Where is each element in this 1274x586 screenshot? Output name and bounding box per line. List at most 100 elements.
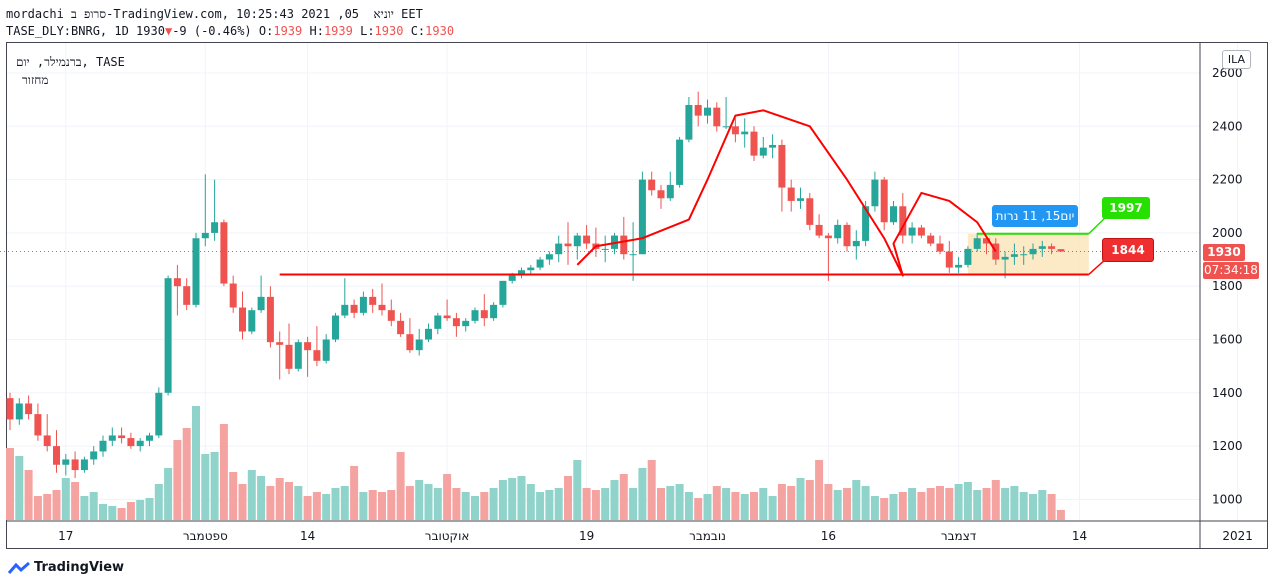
- volume-legend[interactable]: מחזור: [22, 73, 49, 87]
- candle-body: [536, 259, 544, 268]
- volume-bar: [89, 492, 98, 520]
- volume-bar: [1001, 488, 1010, 520]
- candle-body: [704, 107, 711, 116]
- candle-body: [545, 254, 553, 260]
- x-tick-label: נובמבר: [689, 529, 726, 543]
- candle-body: [397, 320, 405, 335]
- candle-body: [815, 224, 823, 236]
- support-callout[interactable]: 1844: [1102, 238, 1154, 262]
- volume-bar: [136, 500, 145, 520]
- candle-body: [573, 235, 581, 247]
- volume-bar: [6, 448, 14, 520]
- candle-body: [1020, 254, 1028, 256]
- down-arrow-icon: ▼: [164, 24, 173, 38]
- symbol-legend[interactable]: ברנמילר, יום, TASE: [16, 55, 125, 69]
- candle-body: [927, 235, 935, 244]
- volume-bar: [480, 492, 489, 520]
- volume-bar: [564, 476, 572, 520]
- candle-body: [917, 227, 925, 236]
- ohlc-line: TASE_DLY:BNRG, 1D 1930▼-9 (-0.46%) O:193…: [6, 24, 454, 39]
- volume-bar: [684, 492, 693, 520]
- candle-body: [527, 267, 535, 271]
- y-tick-label: 1800: [1212, 279, 1243, 293]
- y-tick-label: 2200: [1212, 173, 1243, 187]
- volume-bar: [824, 484, 833, 520]
- volume-bar: [740, 494, 749, 520]
- candle-body: [480, 310, 488, 319]
- candle-body: [34, 414, 42, 436]
- volume-bar: [80, 496, 89, 520]
- x-tick-label: דצמבר: [941, 529, 977, 543]
- close-value: 1930: [425, 24, 455, 38]
- volume-bar: [15, 456, 24, 520]
- candle-body: [229, 283, 237, 308]
- axes: 1000 1200 1400 1600 1800 2000 2200 2400 2600 17 ספ…: [7, 43, 1267, 548]
- candle-body: [1038, 246, 1046, 249]
- tradingview-logo[interactable]: TradingView: [8, 560, 124, 575]
- volume-bar: [52, 490, 61, 520]
- resistance-callout[interactable]: 1997: [1102, 197, 1150, 219]
- candle-body: [638, 179, 646, 255]
- candle-body: [964, 248, 972, 265]
- candle-body: [425, 328, 432, 340]
- volume-bar: [415, 480, 424, 520]
- volume-bar: [210, 452, 219, 520]
- candle-body: [211, 222, 219, 233]
- volume-bar: [870, 496, 879, 520]
- candle-body: [741, 131, 749, 135]
- candle-body: [852, 240, 860, 247]
- candle-body: [620, 235, 628, 255]
- volume-bar: [387, 490, 396, 520]
- volume-bar: [787, 486, 796, 520]
- candle-body: [71, 459, 79, 471]
- candle-body: [759, 147, 767, 156]
- y-tick-label: 2400: [1212, 119, 1243, 133]
- x-tick-label: ספטמבר: [183, 529, 228, 543]
- candle-body: [285, 344, 293, 369]
- candle-body: [824, 235, 832, 239]
- volume-bar: [303, 496, 312, 520]
- candle-body: [322, 339, 330, 361]
- volume-bar: [145, 498, 154, 520]
- volume-bar: [991, 480, 1000, 520]
- volume-bar: [1038, 490, 1047, 520]
- volume-bar: [629, 488, 638, 520]
- candle-body: [146, 435, 153, 441]
- candle-body: [62, 459, 70, 465]
- volume-bar: [573, 460, 582, 520]
- volume-bar: [843, 488, 851, 520]
- volume-bar: [294, 486, 303, 520]
- candle-body: [713, 107, 721, 127]
- volume-bar: [759, 488, 768, 520]
- volume-bar: [359, 492, 368, 520]
- volume-bar: [192, 406, 200, 520]
- x-tick-label: אוקטובר: [425, 529, 470, 543]
- note-callout[interactable]: יום15, 11 נרות: [992, 205, 1078, 227]
- brand-text: TradingView: [34, 560, 125, 575]
- volume-bar: [275, 478, 284, 520]
- volume-bar: [238, 484, 247, 520]
- volume-bar: [703, 494, 712, 520]
- candle-body: [787, 187, 795, 201]
- volume-bar: [443, 474, 452, 520]
- currency-badge[interactable]: ILA: [1222, 50, 1251, 69]
- volume-bar: [1019, 492, 1028, 520]
- volume-bar: [722, 488, 731, 520]
- candle-body: [564, 243, 572, 247]
- candle-body: [294, 342, 302, 369]
- y-tick-label: 2000: [1212, 226, 1243, 240]
- chart-info-line: mordachi סרופ ב-TradingView.com, יוניא 0…: [6, 7, 423, 22]
- candle-body: [434, 315, 442, 329]
- candle-body: [387, 310, 395, 321]
- candle-body: [899, 206, 907, 236]
- volume-bar: [517, 476, 526, 520]
- volume-bar: [201, 454, 210, 520]
- high-label: H:: [309, 24, 324, 38]
- candle-body: [201, 232, 209, 239]
- open-label: O:: [258, 24, 274, 38]
- x-tick-label: 16: [821, 529, 836, 543]
- volume-bar: [954, 484, 963, 520]
- volume-bar: [471, 496, 479, 520]
- volume-bar: [498, 480, 507, 520]
